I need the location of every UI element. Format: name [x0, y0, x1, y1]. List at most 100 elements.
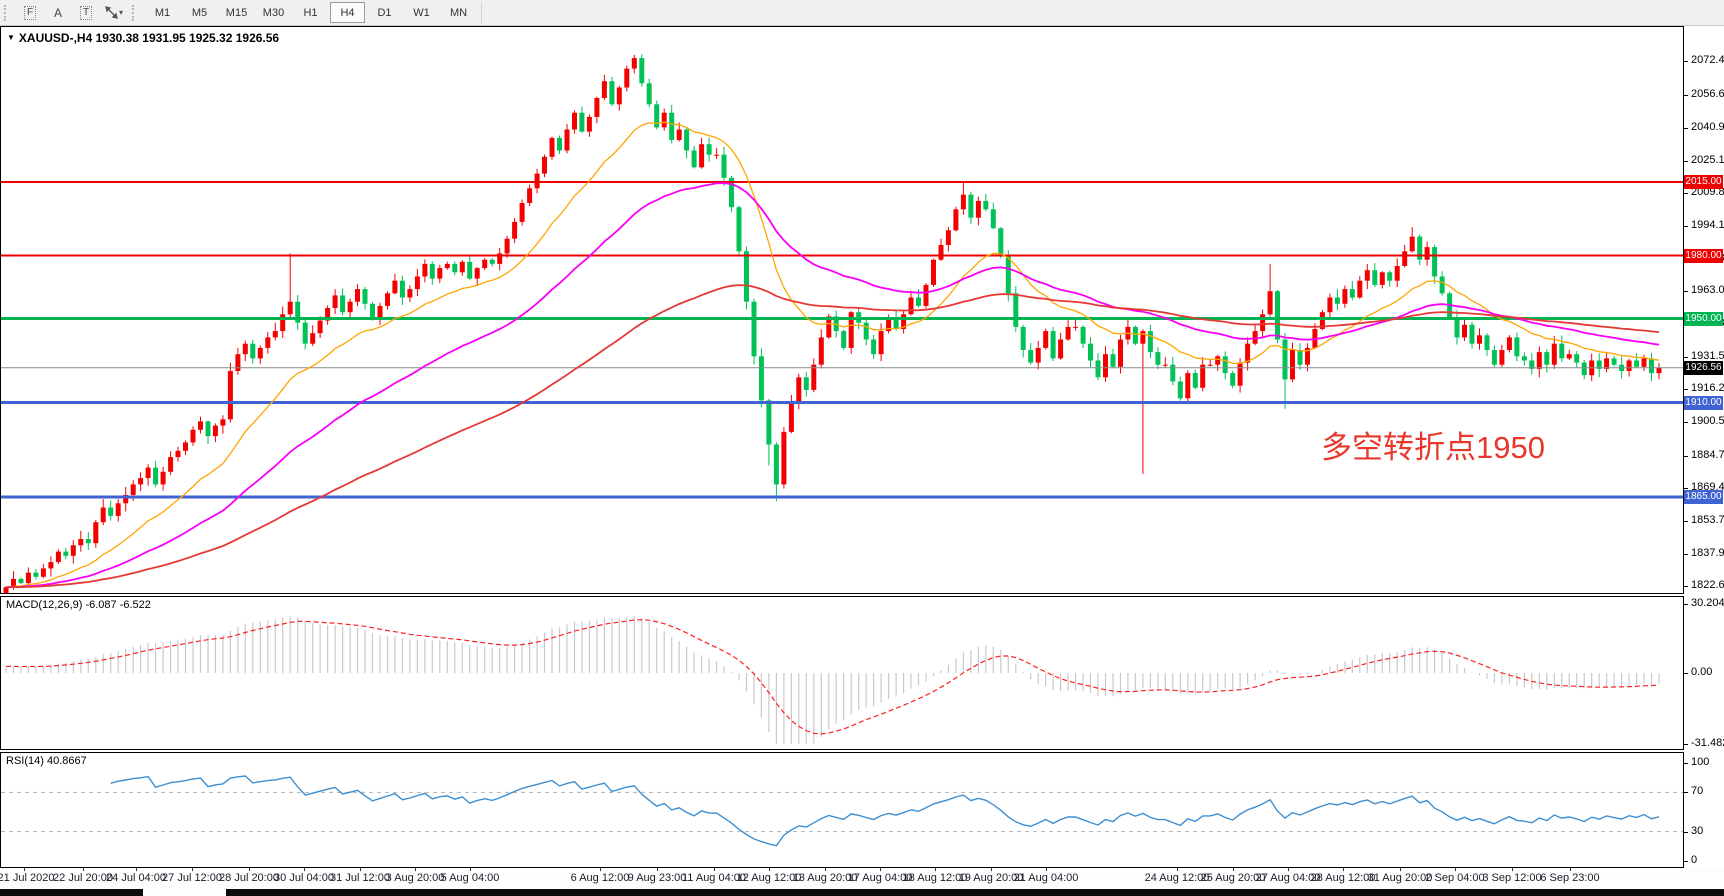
chart-header: ▼ XAUUSD-,H4 1930.38 1931.95 1925.32 1926… [7, 31, 279, 45]
price-tick [1684, 226, 1688, 227]
timeframe-m1-button[interactable]: M1 [154, 6, 171, 19]
time-axis-label: 27 Aug 04:00 [1255, 872, 1321, 884]
arrows-glyph [105, 6, 118, 19]
time-axis-label: 17 Aug 04:00 [847, 872, 913, 884]
rsi-tick [1684, 792, 1688, 793]
dropdown-caret-icon: ▾ [118, 8, 123, 17]
timeframe-m5-button[interactable]: M5 [191, 6, 208, 19]
timeframe-h4-button[interactable]: H4 [330, 2, 365, 23]
macd-tick-label: 0.00 [1691, 666, 1713, 678]
time-tick [935, 868, 936, 871]
time-axis-label: 31 Jul 12:00 [330, 872, 390, 884]
time-axis-label: 12 Aug 12:00 [736, 872, 802, 884]
price-chart-canvas[interactable] [1, 27, 1683, 593]
price-tick-label: 1822.65 [1691, 579, 1724, 591]
rsi-canvas[interactable] [1, 753, 1683, 867]
price-badge-1950-00: 1950.00 [1684, 312, 1723, 326]
time-tick [1400, 868, 1401, 871]
time-axis-label: 24 Jul 04:00 [106, 872, 166, 884]
toolbar-grip[interactable] [4, 4, 10, 21]
time-tick [24, 868, 25, 871]
time-axis-label: 21 Aug 04:00 [1013, 872, 1079, 884]
time-axis-label: 28 Jul 20:00 [219, 872, 279, 884]
macd-tick [1684, 673, 1688, 674]
window-edge-strip [0, 889, 1724, 896]
macd-tick [1684, 744, 1688, 745]
cursor-arrows-icon[interactable]: ▾ [103, 3, 125, 23]
time-axis-label: 2 Sep 04:00 [1425, 872, 1485, 884]
time-axis-label: 31 Aug 20:00 [1367, 872, 1433, 884]
rsi-tick-label: 100 [1691, 756, 1710, 768]
timeframe-m15-button[interactable]: M15 [225, 6, 248, 19]
time-axis-label: 30 Jul 04:00 [274, 872, 334, 884]
time-axis-label: 19 Aug 20:00 [958, 872, 1024, 884]
price-tick-label: 2056.65 [1691, 88, 1724, 100]
timeframe-h1-button[interactable]: H1 [303, 6, 318, 19]
price-tick [1684, 456, 1688, 457]
symbol-ohlc-text: XAUUSD-,H4 1930.38 1931.95 1925.32 1926.… [18, 31, 280, 45]
price-tick-label: 1994.10 [1691, 219, 1724, 231]
toolbar-grip-2[interactable] [132, 4, 138, 21]
time-tick [657, 868, 658, 871]
price-tick [1684, 488, 1688, 489]
macd-panel: MACD(12,26,9) -6.087 -6.522 [0, 596, 1684, 750]
timeframe-d1-button[interactable]: D1 [377, 6, 392, 19]
timeframe-m30-button[interactable]: M30 [262, 6, 285, 19]
price-tick [1684, 521, 1688, 522]
rsi-tick-label: 30 [1691, 825, 1704, 837]
time-tick [769, 868, 770, 871]
macd-label: MACD(12,26,9) -6.087 -6.522 [6, 599, 151, 611]
symbol-dropdown-icon[interactable]: ▼ [7, 33, 15, 42]
price-tick [1684, 291, 1688, 292]
rsi-tick [1684, 861, 1688, 862]
time-axis-label: 3 Aug 20:00 [385, 872, 445, 884]
time-tick [470, 868, 471, 871]
label-a-icon[interactable]: A [53, 5, 62, 20]
time-tick [304, 868, 305, 871]
price-tick [1684, 61, 1688, 62]
frame-f-icon[interactable]: F [19, 3, 41, 23]
window-edge-gap [143, 889, 226, 896]
price-tick [1684, 128, 1688, 129]
time-tick [825, 868, 826, 871]
time-axis-label: 11 Aug 04:00 [681, 872, 747, 884]
macd-tick-label: 30.204 [1691, 597, 1724, 609]
time-axis[interactable]: 21 Jul 2020 22 Jul 20:00 24 Jul 04:00 27 Ju… [0, 868, 1724, 889]
frame-f-glyph: F [23, 5, 37, 20]
time-axis-label: 28 Aug 12:00 [1310, 872, 1376, 884]
time-tick [1177, 868, 1178, 871]
price-tick-label: 1931.55 [1691, 350, 1724, 362]
text-box-t-glyph: T [79, 5, 93, 20]
time-axis-label: 3 Sep 12:00 [1482, 872, 1542, 884]
time-tick [415, 868, 416, 871]
text-box-t-icon[interactable]: T [75, 3, 97, 23]
time-axis-label: 22 Jul 20:00 [53, 872, 113, 884]
toolbar-separator [481, 2, 482, 23]
time-axis-label: 27 Jul 12:00 [162, 872, 222, 884]
timeframe-mn-button[interactable]: MN [449, 6, 468, 19]
price-tick [1684, 586, 1688, 587]
price-tick-label: 1916.25 [1691, 382, 1724, 394]
price-badge-1926-56: 1926.56 [1684, 361, 1723, 375]
time-axis-label: 18 Aug 12:00 [902, 872, 968, 884]
rsi-tick [1684, 832, 1688, 833]
price-tick-label: 1837.95 [1691, 547, 1724, 559]
time-tick [714, 868, 715, 871]
time-tick [1455, 868, 1456, 871]
price-tick-label: 2025.15 [1691, 154, 1724, 166]
price-tick-label: 1884.75 [1691, 449, 1724, 461]
macd-canvas[interactable] [1, 597, 1683, 749]
price-badge-1980-00: 1980.00 [1684, 249, 1723, 263]
price-tick [1684, 554, 1688, 555]
price-tick [1684, 357, 1688, 358]
chart-annotation-text: 多空转折点1950 [1321, 430, 1545, 465]
price-badge-2015-00: 2015.00 [1684, 175, 1723, 189]
time-axis-label: 21 Jul 2020 [0, 872, 55, 884]
time-tick [360, 868, 361, 871]
time-tick [880, 868, 881, 871]
price-axis[interactable]: 2072.40 2056.65 2040.90 2025.15 2009.85 1994.… [1684, 26, 1724, 868]
price-tick [1684, 161, 1688, 162]
rsi-tick-label: 0 [1691, 854, 1698, 866]
timeframe-w1-button[interactable]: W1 [413, 6, 430, 19]
